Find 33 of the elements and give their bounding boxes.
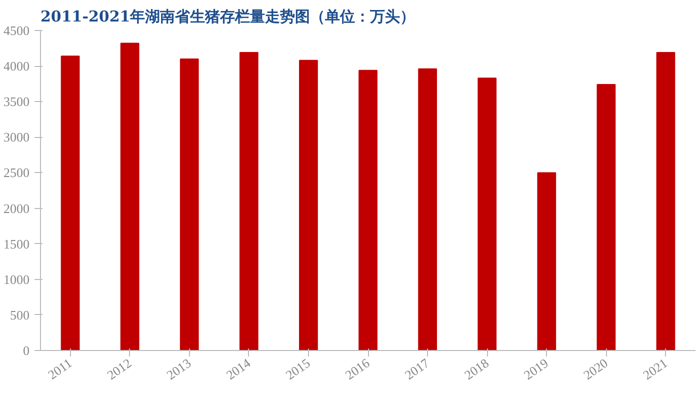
x-tick-label: 2021	[640, 355, 670, 383]
y-tick-label: 1500	[4, 236, 30, 252]
y-tick-label: 2000	[4, 200, 30, 216]
x-tick-label: 2012	[104, 355, 134, 383]
x-tick-label: 2011	[45, 355, 75, 382]
bar	[60, 56, 80, 350]
bar	[656, 52, 676, 350]
x-tick-label: 2017	[402, 355, 432, 383]
y-tick-label: 3000	[4, 130, 30, 145]
x-tick-label: 2019	[521, 355, 551, 383]
x-tick-label: 2016	[342, 355, 373, 383]
bar	[239, 52, 258, 350]
x-tick-label: 2018	[461, 355, 492, 383]
bar	[596, 84, 616, 350]
y-tick-label: 500	[10, 307, 30, 322]
y-tick-label: 0	[23, 343, 30, 358]
bar	[358, 70, 378, 350]
y-tick-label: 3500	[4, 94, 30, 110]
x-tick-label: 2020	[580, 355, 610, 383]
bar	[537, 172, 556, 350]
bar	[418, 68, 437, 350]
bar	[478, 78, 497, 350]
bar	[120, 42, 140, 350]
chart-title: 2011-2021年湖南省生猪存栏量走势图（单位：万头）	[40, 8, 416, 26]
bar	[299, 60, 318, 350]
y-tick-label: 2500	[4, 165, 30, 180]
x-tick-label: 2014	[223, 355, 254, 383]
x-tick-label: 2015	[282, 355, 313, 383]
bar	[180, 58, 199, 350]
y-tick-label: 4000	[4, 58, 30, 74]
y-tick-label: 1000	[4, 272, 30, 287]
x-tick-label: 2013	[164, 355, 194, 383]
y-tick-label: 4500	[4, 23, 30, 38]
